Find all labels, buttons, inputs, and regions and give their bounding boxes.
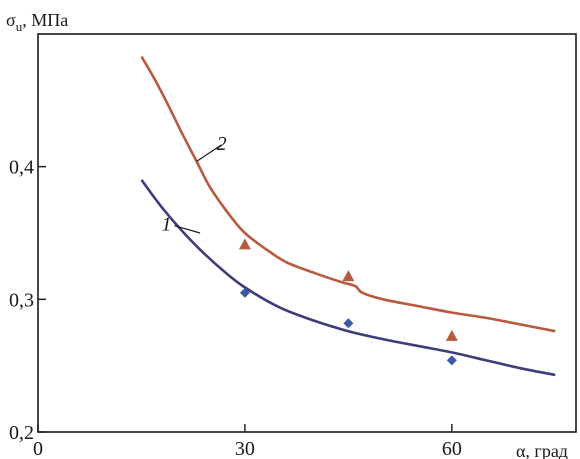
y-tick-label: 0,2 — [9, 422, 34, 444]
y-axis-unit: , МПа — [22, 10, 68, 30]
y-tick-label: 0,4 — [9, 157, 34, 179]
curve-leader-1 — [174, 225, 201, 234]
curve-leader-2 — [196, 144, 223, 162]
series-2-line — [140, 55, 556, 333]
series-2-point — [238, 238, 251, 250]
series-markers — [238, 238, 458, 366]
labels: σu, МПа α, град 1 2 — [6, 10, 568, 459]
x-tick-label: 0 — [33, 438, 43, 459]
series-curves — [140, 55, 556, 377]
y-tick-label: 0,3 — [9, 289, 34, 311]
y-axis-title: σu, МПа — [6, 10, 68, 34]
series-2-point — [342, 270, 355, 282]
x-tick-label: 30 — [235, 438, 255, 459]
curve-label-1: 1 — [162, 214, 172, 236]
axes: 0 30 60 0,2 0,3 0,4 — [9, 33, 577, 459]
series-1-line — [140, 179, 556, 377]
series-1-point — [239, 287, 250, 298]
x-tick-label: 60 — [442, 438, 462, 459]
y-axis-subscript: u — [16, 19, 23, 34]
x-axis-title: α, град — [516, 441, 568, 459]
series-2-point — [445, 329, 458, 341]
y-axis-symbol: σ — [6, 10, 16, 30]
series-1-point — [446, 355, 457, 366]
plot-frame — [37, 33, 577, 433]
series-1-point — [343, 318, 354, 329]
curve-label-2: 2 — [217, 133, 227, 155]
